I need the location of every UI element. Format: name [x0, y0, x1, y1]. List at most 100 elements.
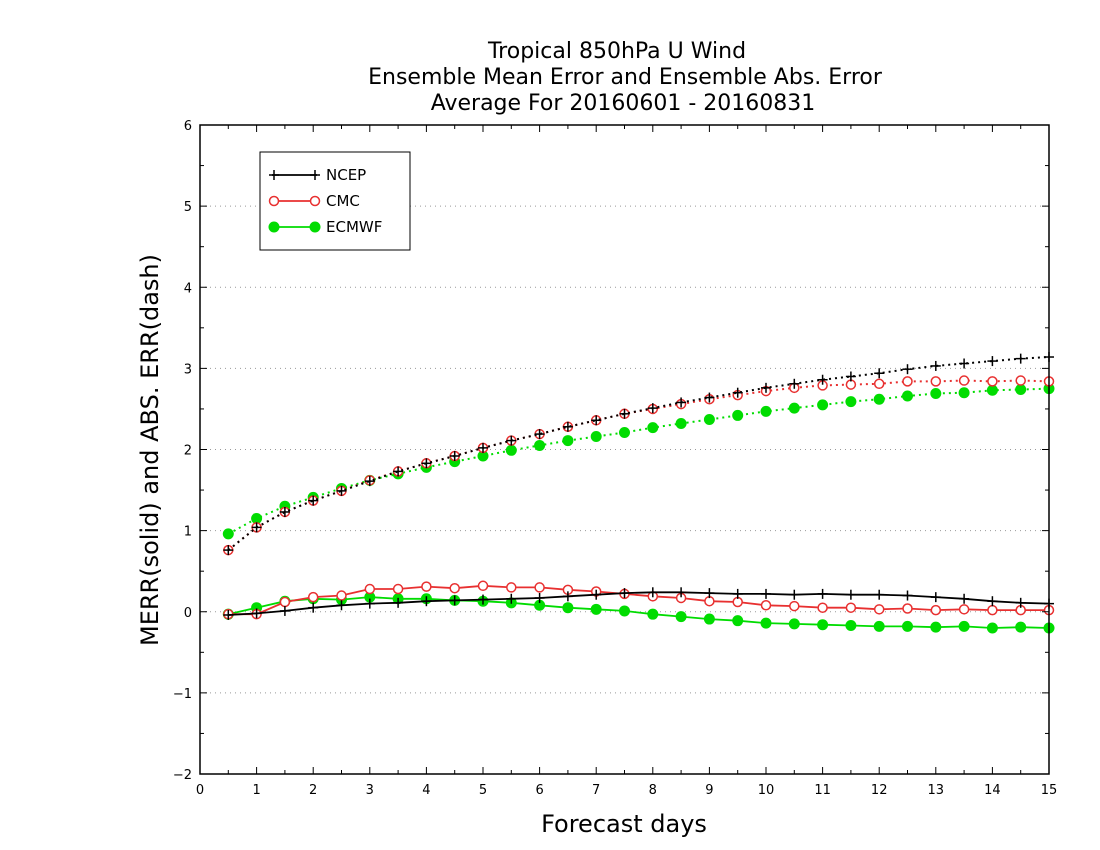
- ecmwf-mean-error-line: [228, 596, 1050, 629]
- y-tick-label--1: −1: [173, 687, 192, 702]
- ncep-abs-error-point: [761, 382, 771, 393]
- x-tick-label-13: 13: [928, 783, 945, 798]
- cmc-mean-error-point: [307, 591, 319, 603]
- cmc-mean-error-line: [228, 584, 1049, 616]
- ncep-mean-error-point: [902, 590, 913, 601]
- ecmwf-abs-error-point: [732, 409, 744, 421]
- legend: NCEP CMC ECMWF: [259, 151, 411, 251]
- ncep-mean-error-point: [676, 587, 687, 598]
- ecmwf-abs-error-point: [505, 444, 517, 456]
- ecmwf-abs-error-point: [986, 384, 998, 396]
- ncep-mean-error-point: [279, 605, 290, 616]
- cmc-abs-error-point: [902, 376, 913, 387]
- x-tick-label-3: 3: [366, 783, 374, 798]
- ncep-mean-error-point: [336, 600, 347, 611]
- ncep-abs-error-point: [449, 450, 460, 461]
- ncep-mean-error-point: [1015, 597, 1026, 608]
- ncep-mean-error-point: [364, 598, 375, 609]
- ecmwf-abs-error-point: [788, 402, 800, 414]
- ecmwf-abs-error-line: [227, 387, 1050, 535]
- cmc-mean-error-point: [930, 604, 942, 616]
- ncep-abs-error-point: [789, 378, 800, 389]
- ncep-abs-error-point: [930, 360, 941, 371]
- ecmwf-abs-error-point: [930, 388, 942, 400]
- ncep-mean-error-point: [817, 588, 828, 599]
- title-line-1: Tropical 850hPa U Wind: [487, 39, 746, 64]
- x-tick-label-0: 0: [196, 783, 204, 798]
- ncep-abs-error-point: [506, 435, 517, 446]
- ncep-mean-error-point: [591, 589, 602, 600]
- ecmwf-mean-error-point: [958, 620, 970, 632]
- cmc-abs-error-point: [873, 378, 885, 390]
- title-line-2: Ensemble Mean Error and Ensemble Abs. Er…: [368, 65, 883, 90]
- ecmwf-mean-error-point: [986, 622, 998, 634]
- ecmwf-abs-error-point: [817, 399, 829, 411]
- cmc-mean-error-point: [760, 600, 772, 611]
- ecmwf-mean-error-point: [930, 621, 942, 633]
- cmc-mean-error-point: [506, 582, 517, 593]
- ncep-mean-error-point: [223, 609, 234, 620]
- ncep-abs-error-point: [364, 476, 375, 487]
- ncep-abs-error-point: [223, 545, 234, 556]
- y-tick-label-5: 5: [184, 200, 192, 215]
- ncep-abs-error-point: [1015, 353, 1026, 364]
- ecmwf-abs-error-point: [477, 450, 489, 462]
- ecmwf-abs-error-point: [760, 405, 772, 417]
- grid-lines: [200, 205, 1049, 694]
- legend-marker-cmc: [268, 195, 280, 207]
- ecmwf-abs-error-point: [534, 439, 546, 451]
- cmc-mean-error-point: [789, 600, 800, 612]
- ncep-abs-error-point: [676, 397, 687, 408]
- ncep-mean-error-point: [732, 588, 743, 599]
- legend-marker-ecmwf: [268, 221, 280, 233]
- ncep-mean-error-point: [619, 588, 630, 599]
- legend-label-ecmwf: ECMWF: [326, 218, 382, 236]
- ncep-mean-error-point: [987, 596, 998, 607]
- ncep-mean-error-point: [704, 588, 715, 599]
- ncep-abs-error-point: [336, 485, 347, 496]
- ncep-mean-error-point: [874, 589, 885, 600]
- ncep-abs-error-point: [421, 458, 432, 469]
- ncep-abs-error-line: [227, 356, 1050, 551]
- ecmwf-abs-error-point: [703, 413, 715, 425]
- ncep-abs-error-point: [393, 466, 404, 477]
- ecmwf-abs-error-point: [958, 387, 970, 399]
- ecmwf-abs-error-point: [845, 396, 857, 408]
- ncep-mean-error-point: [506, 593, 517, 604]
- ncep-mean-error-point: [647, 587, 658, 598]
- legend-marker-cmc: [309, 195, 321, 207]
- ncep-mean-error-point: [959, 593, 970, 604]
- x-tick-label-9: 9: [705, 783, 713, 798]
- ecmwf-abs-error-point: [562, 435, 574, 447]
- y-tick-label-4: 4: [184, 281, 192, 296]
- ecmwf-mean-error-point: [562, 602, 574, 614]
- ecmwf-mean-error-point: [364, 591, 376, 603]
- legend-label-cmc: CMC: [326, 192, 360, 210]
- cmc-mean-error-point: [449, 582, 460, 594]
- cmc-abs-error-point: [958, 375, 970, 386]
- ecmwf-mean-error-point: [1015, 621, 1027, 633]
- ecmwf-mean-error-point: [845, 620, 857, 632]
- ncep-abs-error-point: [534, 429, 545, 440]
- x-tick-label-8: 8: [649, 783, 657, 798]
- ncep-mean-error-point: [845, 589, 856, 600]
- ecmwf-mean-error-point: [902, 620, 913, 632]
- cmc-mean-error-point: [902, 603, 913, 614]
- ncep-abs-error-point: [732, 387, 743, 398]
- cmc-mean-error-point: [534, 582, 545, 593]
- cmc-mean-error-point: [279, 596, 291, 608]
- series-layer: [222, 352, 1055, 634]
- x-tick-label-7: 7: [592, 783, 600, 798]
- x-tick-label-2: 2: [309, 783, 317, 798]
- ecmwf-abs-error-point: [590, 431, 602, 443]
- ncep-mean-error-point: [449, 595, 460, 606]
- ecmwf-abs-error-point: [1015, 383, 1027, 395]
- ecmwf-abs-error-point: [873, 393, 885, 405]
- ecmwf-abs-error-point: [902, 390, 913, 402]
- cmc-mean-error-point: [845, 602, 857, 613]
- x-tick-label-11: 11: [814, 783, 831, 798]
- y-axis-label: MERR(solid) and ABS. ERR(dash): [136, 254, 164, 646]
- ncep-abs-error-point: [619, 408, 630, 419]
- y-tick-label-0: 0: [184, 606, 192, 621]
